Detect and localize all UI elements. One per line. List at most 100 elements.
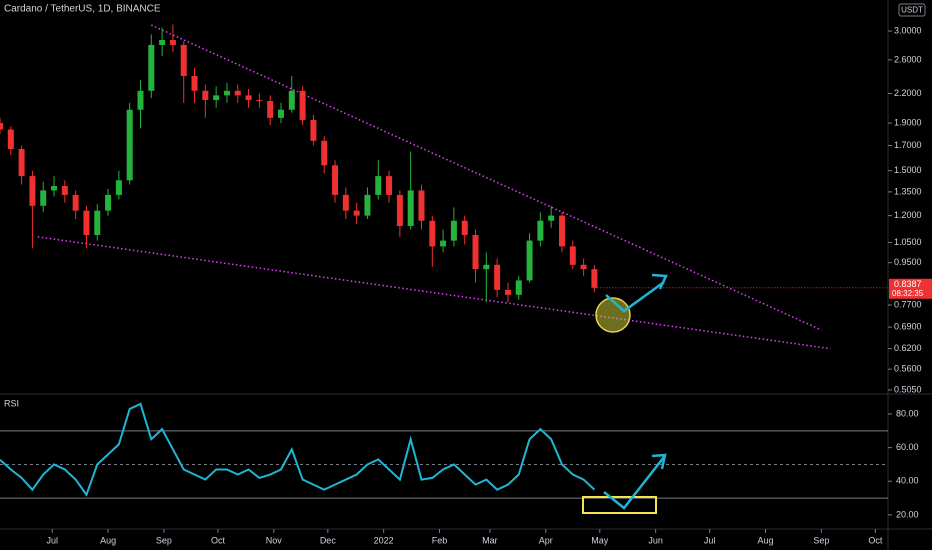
y-tick-label: 1.2000 bbox=[894, 210, 922, 220]
annotation-arrow bbox=[605, 280, 665, 313]
candle-body bbox=[148, 44, 155, 91]
y-tick-label: 0.6200 bbox=[894, 343, 922, 353]
candle-body bbox=[558, 215, 565, 247]
candle-body bbox=[407, 190, 414, 226]
candle-body bbox=[29, 176, 36, 206]
x-tick-label: Mar bbox=[482, 535, 498, 545]
candle-body bbox=[472, 234, 479, 270]
y-tick-label: 1.9000 bbox=[894, 117, 922, 127]
x-tick-label: 2022 bbox=[374, 535, 394, 545]
candle-body bbox=[213, 95, 220, 101]
candle-body bbox=[440, 240, 447, 247]
candle-body bbox=[515, 280, 522, 295]
trendline bbox=[37, 236, 831, 350]
candle-body bbox=[386, 176, 393, 195]
y-tick-label: 3.0000 bbox=[894, 25, 922, 35]
candle-body bbox=[364, 194, 371, 216]
plot-area: 3.0000 2.6000 2.2000 1.9000 1.7000 1.5000 1.35… bbox=[0, 24, 932, 545]
x-tick-label: Aug bbox=[100, 535, 116, 545]
candle-body bbox=[18, 149, 25, 177]
y-tick-label: 40.00 bbox=[896, 476, 919, 486]
candle-body bbox=[277, 109, 284, 118]
candle-body bbox=[288, 90, 295, 110]
x-tick-label: Jun bbox=[648, 535, 663, 545]
candle-body bbox=[267, 100, 274, 118]
candle-body bbox=[299, 90, 306, 120]
rsi-line bbox=[0, 402, 596, 497]
x-tick-label: Dec bbox=[320, 535, 337, 545]
annotation-arrow bbox=[603, 456, 665, 510]
candle-body bbox=[126, 109, 133, 181]
candle-body bbox=[310, 119, 317, 141]
y-tick-label: 60.00 bbox=[896, 442, 919, 452]
x-tick-label: Apr bbox=[539, 535, 553, 545]
candle-body bbox=[137, 90, 144, 110]
annotation-arrowhead bbox=[651, 273, 668, 290]
candle-body bbox=[105, 194, 112, 211]
countdown-label: 08:32:35 bbox=[892, 289, 924, 298]
candle-body bbox=[223, 90, 230, 96]
candle-body bbox=[61, 186, 68, 195]
candle-body bbox=[191, 76, 198, 91]
candle-body bbox=[418, 190, 425, 221]
candle-body bbox=[180, 44, 187, 77]
y-tick-label: 0.9500 bbox=[894, 257, 922, 267]
candle-body bbox=[321, 140, 328, 166]
candle-body bbox=[504, 289, 511, 295]
candle-body bbox=[83, 210, 90, 235]
annotation-box bbox=[582, 496, 657, 514]
candle-body bbox=[494, 264, 501, 290]
last-price-box bbox=[889, 278, 932, 299]
annotation-circle bbox=[595, 297, 631, 333]
candle-body bbox=[159, 39, 166, 45]
candle-body bbox=[569, 246, 576, 265]
candle-body bbox=[51, 186, 58, 191]
x-tick-label: Nov bbox=[266, 535, 283, 545]
x-tick-label: Jul bbox=[704, 535, 716, 545]
x-tick-label: Jul bbox=[46, 535, 58, 545]
chart-title: Cardano / TetherUS, 1D, BINANCE bbox=[4, 4, 161, 15]
x-tick-label: May bbox=[591, 535, 609, 545]
currency-label: USDT bbox=[901, 6, 923, 15]
x-tick-label: Feb bbox=[432, 535, 448, 545]
x-tick-label: Oct bbox=[211, 535, 226, 545]
candle-body bbox=[429, 220, 436, 247]
currency-badge bbox=[898, 3, 926, 17]
last-price-label: 0.8387 bbox=[894, 279, 922, 289]
candle-body bbox=[234, 90, 241, 96]
candle-body bbox=[94, 210, 101, 235]
y-tick-label: 80.00 bbox=[896, 408, 919, 418]
candle-body bbox=[245, 95, 252, 101]
x-tick-label: Sep bbox=[813, 535, 829, 545]
y-tick-label: 2.2000 bbox=[894, 88, 922, 98]
rsi-title: RSI bbox=[4, 398, 19, 408]
y-tick-label: 1.0500 bbox=[894, 237, 922, 247]
x-tick-label: Sep bbox=[156, 535, 172, 545]
y-tick-label: 0.5050 bbox=[894, 384, 922, 394]
y-tick-label: 20.00 bbox=[896, 509, 919, 519]
candle-body bbox=[72, 194, 79, 211]
y-tick-label: 1.5000 bbox=[894, 165, 922, 175]
candle-body bbox=[396, 194, 403, 226]
candle-body bbox=[526, 240, 533, 281]
candle-body bbox=[461, 220, 468, 235]
y-tick-label: 1.3500 bbox=[894, 186, 922, 196]
candle-body bbox=[580, 264, 587, 270]
candle-body bbox=[548, 215, 555, 221]
candle-body bbox=[7, 129, 14, 150]
candle-body bbox=[256, 100, 263, 102]
y-tick-label: 1.7000 bbox=[894, 140, 922, 150]
trendline bbox=[150, 24, 822, 331]
annotation-arrowhead bbox=[651, 453, 667, 470]
y-tick-label: 0.5600 bbox=[894, 364, 922, 374]
candle-body bbox=[115, 180, 122, 195]
candle-body bbox=[169, 39, 176, 45]
candle-body bbox=[375, 176, 382, 195]
y-tick-label: 0.7700 bbox=[894, 299, 922, 309]
y-tick-label: 0.6900 bbox=[894, 321, 922, 331]
candle-body bbox=[483, 264, 490, 270]
candle-body bbox=[591, 269, 598, 288]
candle-body bbox=[450, 220, 457, 241]
